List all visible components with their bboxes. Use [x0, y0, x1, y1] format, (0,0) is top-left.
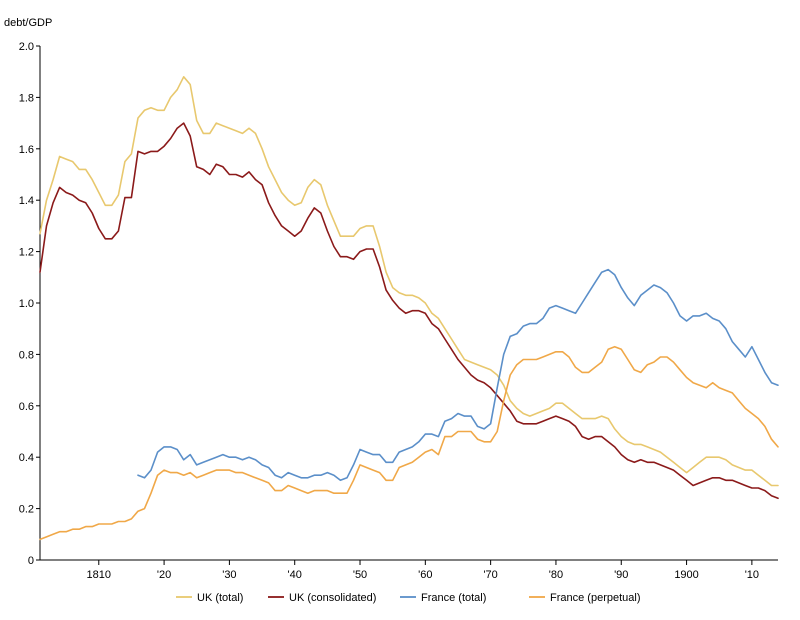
y-tick-label: 1.8 — [19, 92, 34, 104]
x-tick-label: '30 — [222, 569, 236, 581]
x-tick-label: 1810 — [87, 569, 111, 581]
x-tick-label: '60 — [418, 569, 432, 581]
y-tick-label: 1.6 — [19, 144, 34, 156]
x-tick-label: '40 — [288, 569, 302, 581]
legend-label-france-total: France (total) — [421, 592, 486, 604]
series-group — [39, 76, 779, 541]
y-tick-label: 1.4 — [19, 195, 34, 207]
legend-label-uk-total: UK (total) — [197, 592, 243, 604]
y-tick-label: 0.4 — [19, 452, 34, 464]
x-tick-label: '10 — [745, 569, 759, 581]
y-tick-label: 0.2 — [19, 504, 34, 516]
x-tick-label: '50 — [353, 569, 367, 581]
series-line-uk-total — [39, 76, 779, 487]
y-tick-label: 0 — [28, 555, 34, 567]
series-line-france-total — [137, 268, 779, 482]
legend: UK (total) UK (consolidated) France (total… — [176, 592, 641, 604]
x-tick-label: '90 — [614, 569, 628, 581]
series-line-uk-consolidated — [39, 122, 779, 500]
x-axis: 1810 '20 '30 '40 '50 '60 '70 '80 '90 1900 '10 — [40, 559, 778, 581]
y-tick-label: 1.0 — [19, 298, 34, 310]
x-tick-label: '20 — [157, 569, 171, 581]
series-line-france-perpetual — [39, 345, 779, 541]
y-tick-label: 2.0 — [19, 41, 34, 53]
y-tick-label: 1.2 — [19, 247, 34, 259]
legend-label-france-perpetual: France (perpetual) — [550, 592, 641, 604]
y-axis-title: debt/GDP — [4, 17, 52, 29]
x-tick-label: '80 — [549, 569, 563, 581]
y-tick-label: 0.6 — [19, 401, 34, 413]
y-tick-label: 0.8 — [19, 349, 34, 361]
x-tick-label: 1900 — [674, 569, 698, 581]
legend-label-uk-consolidated: UK (consolidated) — [289, 592, 376, 604]
x-tick-label: '70 — [483, 569, 497, 581]
y-axis: 0 0.2 0.4 0.6 0.8 1.0 1.2 1.4 1.6 1.8 2.0 — [19, 41, 41, 567]
